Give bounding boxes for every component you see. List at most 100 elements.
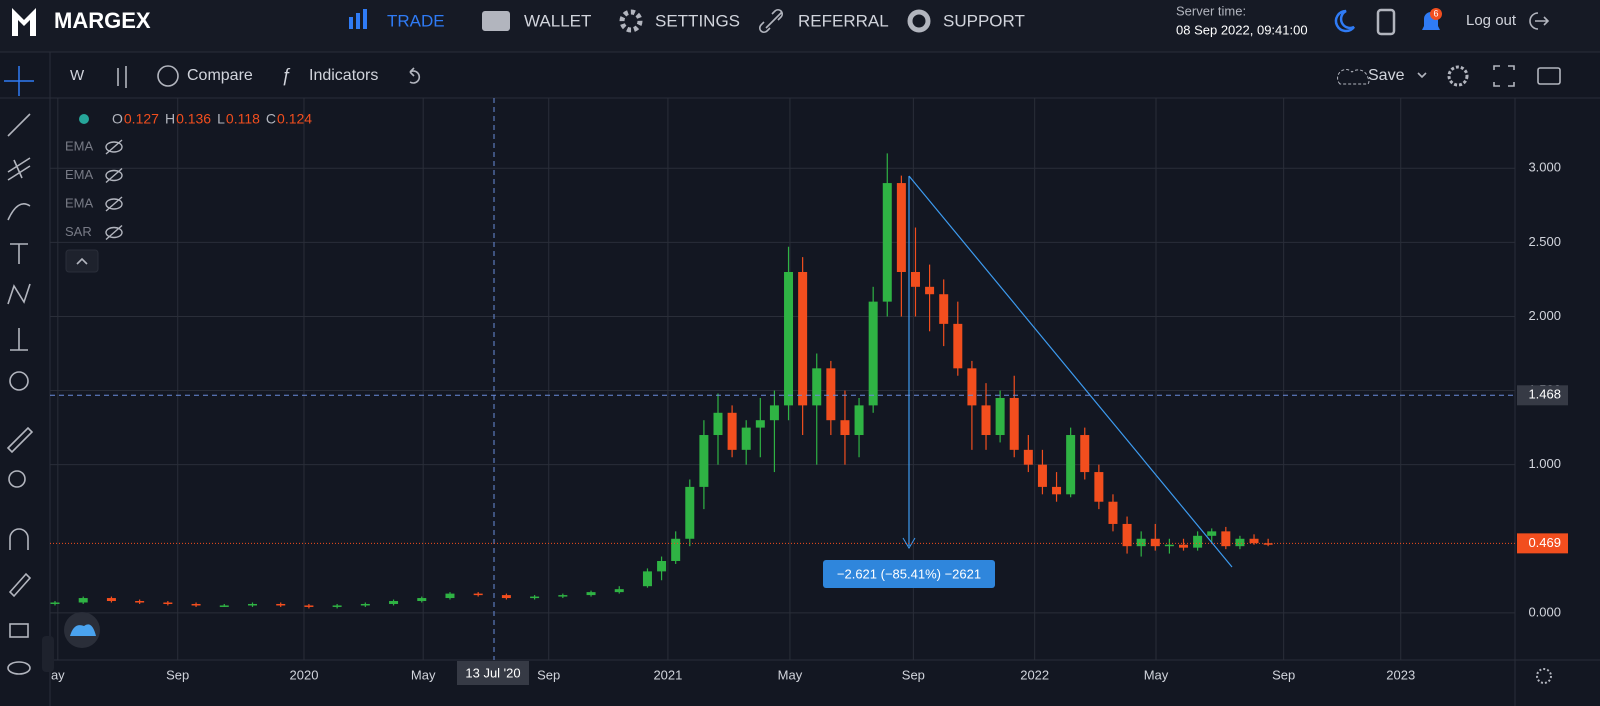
y-tick-label: 2.000 (1528, 308, 1561, 323)
collapse-button[interactable] (65, 249, 99, 273)
chart-type[interactable] (117, 66, 127, 88)
ohlc-key: C (266, 111, 276, 127)
candle-body (247, 603, 257, 606)
candle-body (642, 571, 652, 587)
save[interactable]: Save (1368, 67, 1405, 84)
x-tick-label: 2021 (653, 667, 682, 682)
x-tick-label: May (778, 667, 803, 682)
compare[interactable]: Compare (187, 67, 253, 84)
candle-body (854, 405, 864, 436)
indicators[interactable]: Indicators (309, 67, 378, 84)
server-time: 08 Sep 2022, 09:41:00 (1176, 22, 1308, 37)
candle-body (1080, 435, 1090, 473)
candle-body (910, 271, 920, 287)
nav-item[interactable]: WALLET (524, 11, 591, 30)
candle-body (699, 435, 709, 487)
candle-body (1249, 538, 1259, 544)
sidebar-toggle[interactable] (42, 636, 54, 672)
ohlc-key: O (112, 111, 123, 127)
ohlc-value: 0.118 (226, 111, 260, 127)
compare-icon (157, 65, 179, 87)
crosshair-tool[interactable] (4, 66, 34, 96)
candle-body (755, 420, 765, 428)
line-tool[interactable] (7, 113, 31, 137)
brand[interactable]: MARGEX (54, 8, 151, 33)
referral-icon (758, 8, 784, 34)
candle-body (868, 301, 878, 406)
drawing-tools (6, 113, 34, 675)
hide-icon (105, 169, 123, 182)
theme-icon[interactable] (1334, 9, 1355, 33)
nav-item[interactable]: TRADE (387, 11, 445, 30)
logout[interactable]: Log out (1466, 12, 1517, 29)
candle-body (1193, 535, 1203, 548)
lock-draw-tool[interactable] (8, 572, 32, 598)
candle-body (798, 271, 808, 406)
candle-body (445, 593, 455, 599)
undo[interactable] (409, 67, 421, 84)
zoom-tool[interactable] (8, 470, 26, 488)
candle-body (1164, 544, 1174, 547)
candle-body (389, 601, 399, 604)
indicator-name: EMA (65, 138, 94, 153)
candle-body (135, 601, 145, 603)
x-tick-label: 2020 (290, 667, 319, 682)
server-time-label: Server time: (1176, 3, 1246, 18)
candle-body (671, 538, 681, 561)
lock-tool[interactable] (9, 623, 29, 638)
candle-body (967, 368, 977, 406)
trade-icon (349, 9, 367, 29)
support-icon (907, 9, 931, 33)
candle-body (1122, 523, 1132, 547)
x-tick-label: Sep (902, 667, 925, 682)
badge (1430, 8, 1442, 20)
prediction-tool[interactable] (10, 328, 28, 351)
measure-label: −2.621 (−85.41%) −2621 (837, 566, 981, 581)
fib-tool[interactable] (7, 157, 31, 181)
brush-tool[interactable] (7, 203, 31, 221)
interval[interactable]: W (70, 67, 85, 84)
ruler-tool[interactable] (6, 426, 34, 454)
mobile-icon[interactable] (1376, 8, 1396, 36)
nav-item[interactable]: SUPPORT (943, 11, 1025, 30)
candle-body (1207, 531, 1217, 536)
x-tick-label: Sep (166, 667, 189, 682)
settings[interactable] (1447, 65, 1469, 87)
hide-icon-strike (105, 167, 123, 184)
candle-body (1009, 397, 1019, 450)
emoji-tool[interactable] (9, 371, 29, 391)
x-tick-label: ay (51, 667, 65, 682)
text-tool[interactable] (10, 243, 28, 264)
save-menu[interactable] (1417, 72, 1427, 79)
nav-item[interactable]: REFERRAL (798, 11, 889, 30)
screenshot[interactable] (1537, 67, 1561, 85)
candle-body (826, 368, 836, 421)
logo[interactable] (12, 8, 36, 36)
x-tick-label: May (411, 667, 436, 682)
candle-body (812, 368, 822, 406)
candle-body (360, 603, 370, 606)
ohlc-key: H (165, 111, 175, 127)
ohlc-value: 0.136 (176, 111, 211, 127)
candle-body (1052, 486, 1062, 495)
candle-body (1108, 501, 1118, 524)
x-tick-label: Sep (537, 667, 560, 682)
candle-body (1136, 538, 1146, 547)
ohlc-value: 0.124 (277, 111, 312, 127)
nav-item[interactable]: SETTINGS (655, 11, 740, 30)
status-dot (79, 114, 89, 124)
x-tick-label: May (1144, 667, 1169, 682)
candle-body (882, 183, 892, 302)
candle-body (1094, 472, 1104, 502)
crosshair-price: 1.468 (1528, 387, 1561, 402)
axis-settings[interactable] (1536, 668, 1552, 684)
visibility-tool[interactable] (7, 661, 31, 675)
candle-body (1179, 544, 1189, 548)
candle-body (304, 605, 314, 607)
last-price: 0.469 (1528, 535, 1561, 550)
x-tick-label: 2023 (1386, 667, 1415, 682)
pattern-tool[interactable] (7, 283, 31, 305)
candle-body (417, 598, 427, 602)
magnet-tool[interactable] (9, 528, 29, 550)
fullscreen[interactable] (1493, 65, 1515, 87)
